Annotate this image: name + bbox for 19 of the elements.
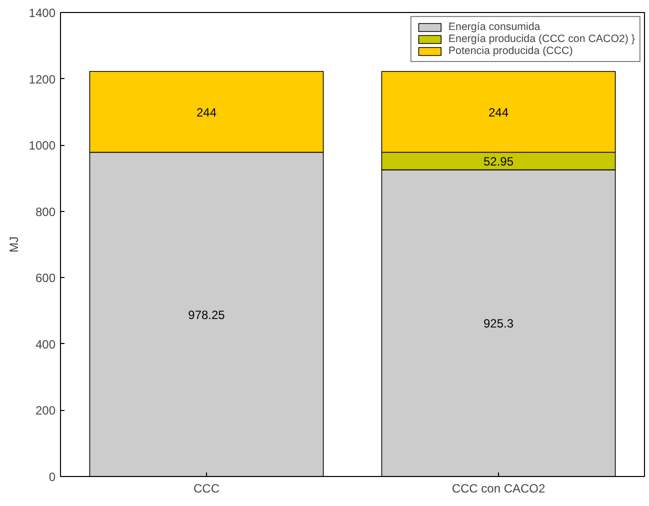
y-tick-label: 1200: [28, 72, 56, 86]
y-tick-label: 200: [35, 404, 56, 418]
y-tick-label: 1000: [28, 138, 56, 153]
data-label: 244: [196, 105, 217, 120]
y-tick-label: 400: [35, 337, 56, 352]
legend-label: Energía consumida: [448, 21, 540, 33]
y-tick-label: 0: [48, 470, 56, 484]
y-tick-label: 600: [35, 271, 56, 286]
data-label: 978.25: [188, 308, 226, 322]
x-tick-label: CCC con CACO2: [452, 482, 546, 496]
data-label: 52.95: [483, 154, 514, 169]
data-label: 925.3: [483, 316, 514, 331]
y-tick-label: 800: [35, 204, 56, 219]
legend-label: Potencia producida (CCC): [448, 45, 573, 57]
data-label: 244: [488, 105, 509, 120]
y-axis-title: MJ: [6, 236, 21, 252]
y-tick-label: 1400: [28, 6, 56, 20]
x-tick-label: CCC: [194, 482, 220, 496]
legend-label: Energía producida (CCC con CACO2) }: [448, 33, 635, 45]
